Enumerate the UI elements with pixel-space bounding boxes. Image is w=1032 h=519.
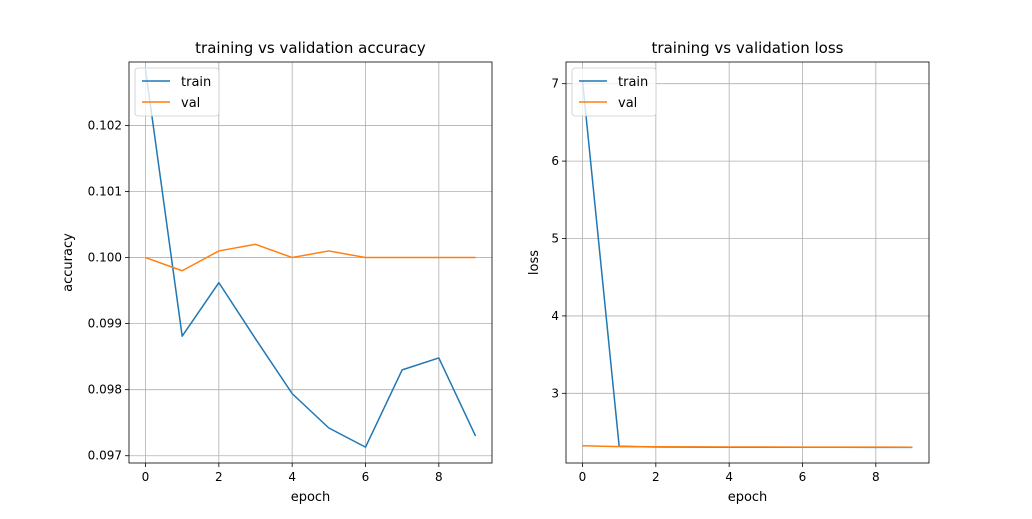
series-line-val	[145, 243, 476, 272]
x-tick-label: 8	[872, 470, 880, 484]
x-axis-label: epoch	[728, 490, 768, 505]
legend-label-train: train	[618, 75, 648, 90]
series-line-train	[144, 69, 477, 448]
x-axis-label: epoch	[291, 490, 331, 505]
x-tick-label: 6	[362, 470, 370, 484]
plot-area	[566, 62, 929, 463]
y-tick-label: 0.101	[88, 184, 122, 198]
legend-label-val: val	[181, 96, 200, 111]
legend: train val	[134, 67, 220, 117]
y-axis-label: accuracy	[61, 233, 76, 292]
x-tick-label: 0	[579, 470, 587, 484]
legend: train val	[571, 67, 657, 117]
axes-frame	[565, 61, 930, 464]
legend-box	[571, 67, 657, 117]
series-line-val	[582, 445, 913, 448]
x-tick-label: 8	[435, 470, 443, 484]
chart-title: training vs validation loss	[652, 39, 844, 57]
y-tick-label: 0.100	[88, 251, 122, 265]
y-tick-label: 0.099	[88, 317, 122, 331]
y-tick-label: 5	[551, 232, 559, 246]
y-tick-label: 7	[551, 77, 559, 91]
x-tick-label: 6	[799, 470, 807, 484]
y-tick-label: 0.102	[88, 118, 122, 132]
x-tick-label: 4	[725, 470, 733, 484]
y-tick-label: 4	[551, 309, 559, 323]
axes-frame	[128, 61, 493, 464]
chart-title: training vs validation accuracy	[195, 39, 426, 57]
x-tick-label: 4	[288, 470, 296, 484]
plot-area	[129, 62, 492, 463]
y-axis-label: loss	[527, 250, 542, 275]
x-tick-label: 0	[142, 470, 150, 484]
legend-label-val: val	[618, 96, 637, 111]
y-tick-label: 0.097	[88, 449, 122, 463]
y-tick-label: 6	[551, 154, 559, 168]
y-tick-label: 0.098	[88, 383, 122, 397]
chart-1: 0 2 4 6 8 3 4 5 6 7 training vs validation loss epo…	[527, 39, 930, 505]
legend-box	[134, 67, 220, 117]
x-tick-label: 2	[652, 470, 660, 484]
chart-0: 0 2 4 6 8 0.097 0.098 0.099 0.100 0.101 0.102 train…	[61, 39, 493, 505]
legend-label-train: train	[181, 75, 211, 90]
y-tick-label: 3	[551, 386, 559, 400]
x-tick-label: 2	[215, 470, 223, 484]
